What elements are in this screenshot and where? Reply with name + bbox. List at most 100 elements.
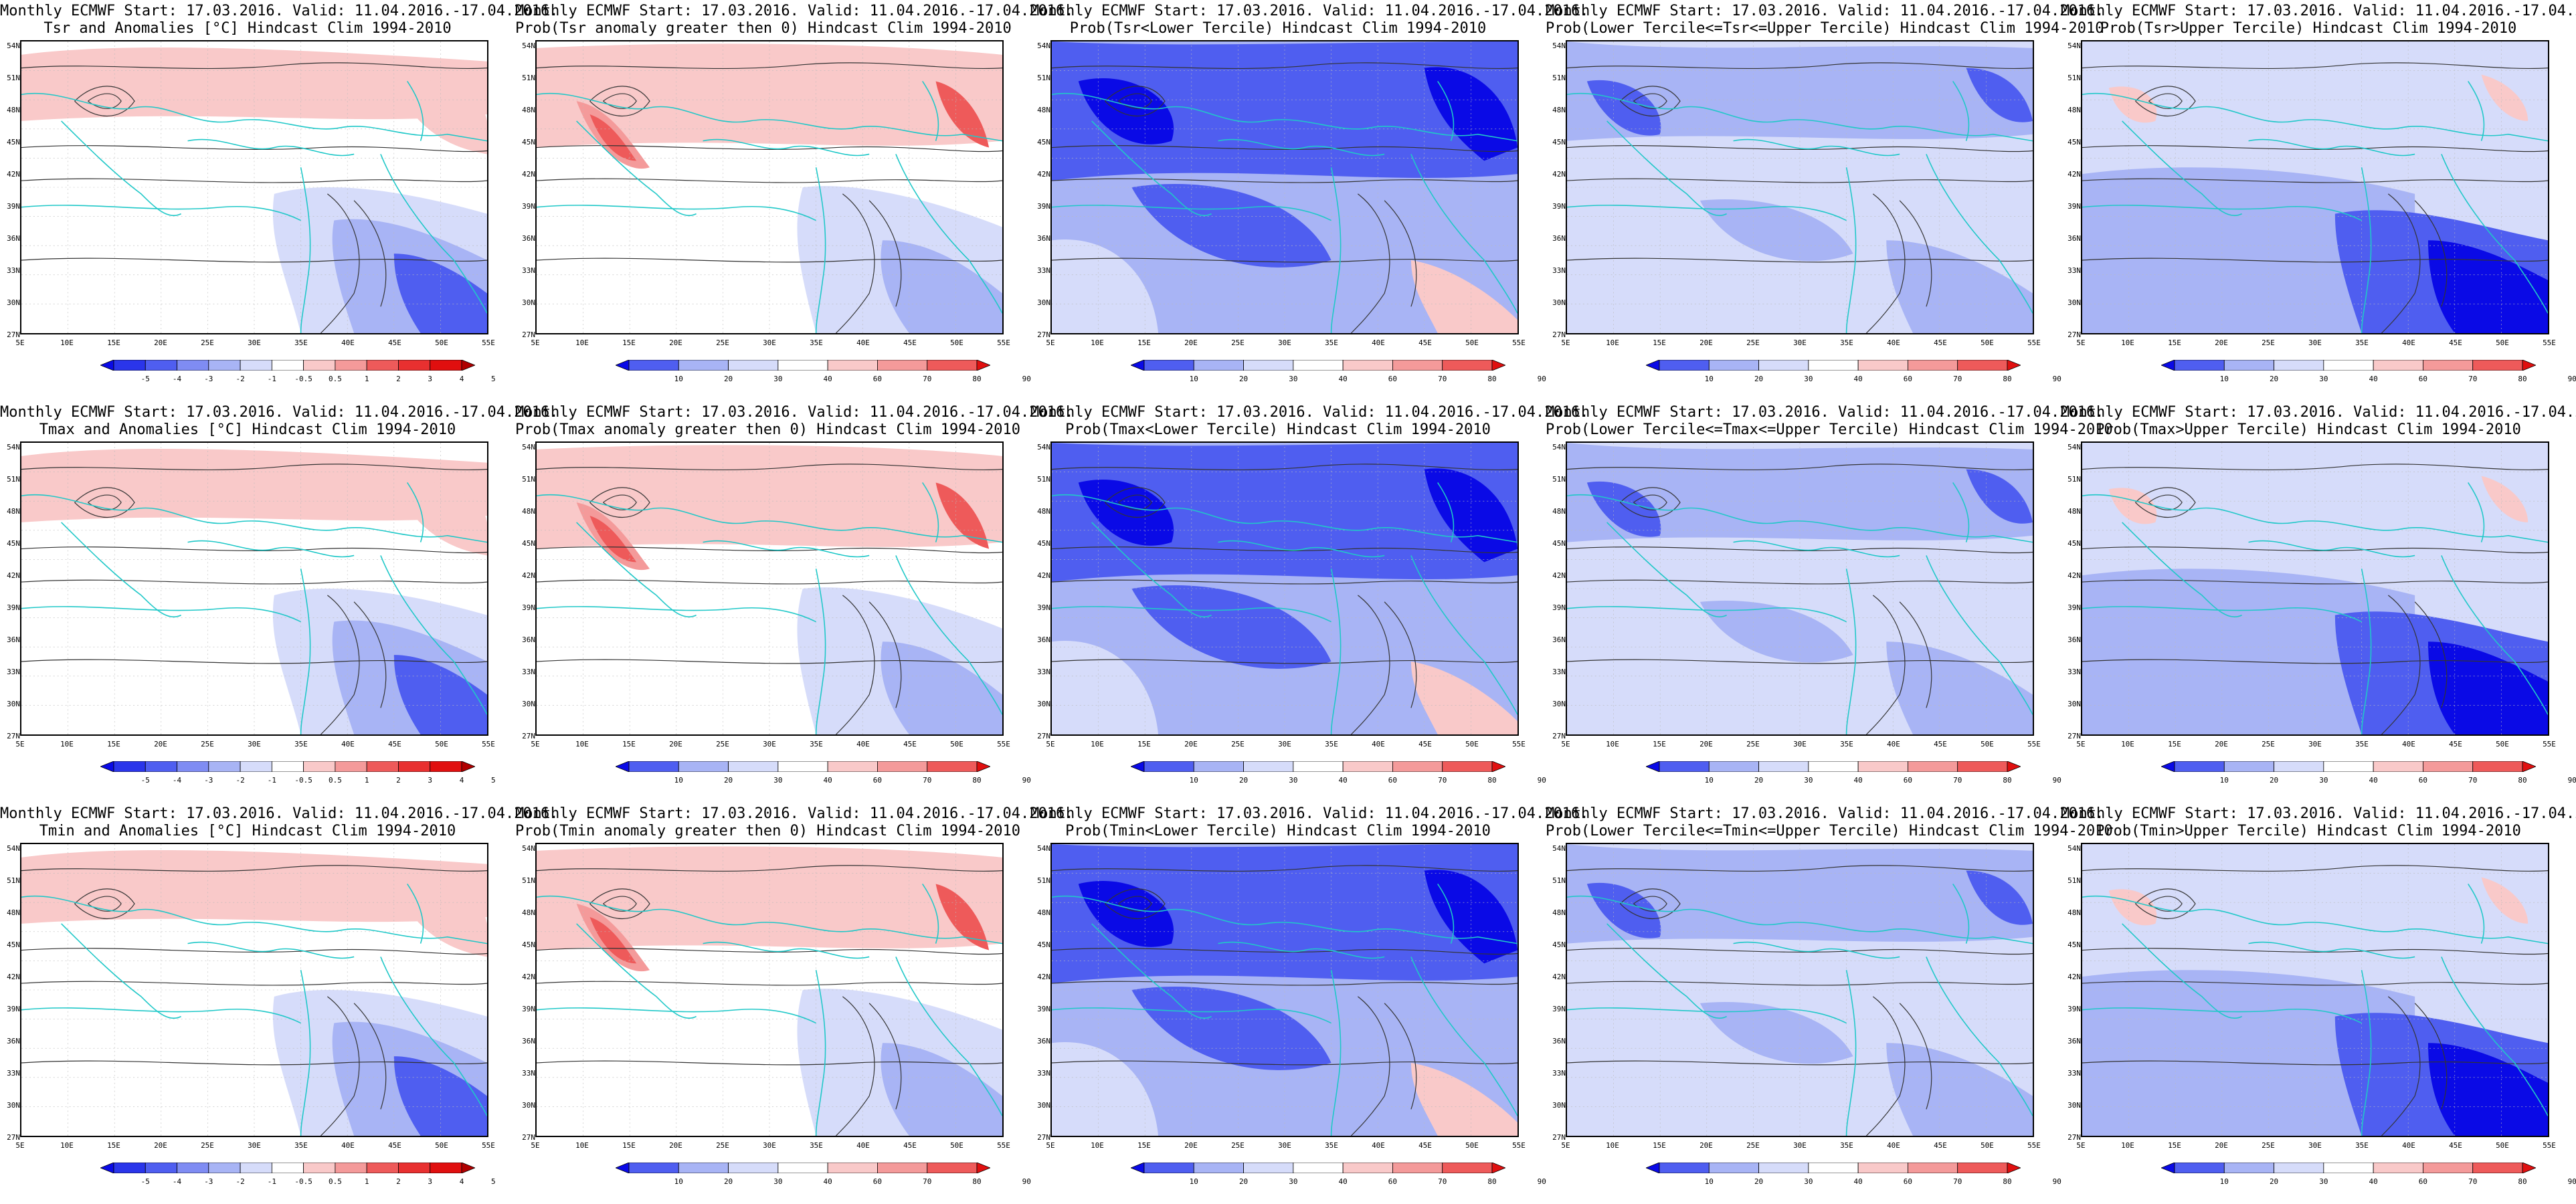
- contour-line: [603, 896, 637, 912]
- coastline: [1218, 941, 1385, 959]
- lat-tick-label: 36N: [7, 635, 20, 644]
- contour-line: [2148, 494, 2183, 510]
- lon-tick-label: 40E: [2402, 338, 2415, 347]
- shaded-region: [2108, 86, 2157, 123]
- color-bar-label: -0.5: [294, 1177, 312, 1186]
- lat-tick-label: 51N: [522, 475, 535, 484]
- lat-tick-label: 51N: [2067, 74, 2081, 82]
- lon-tick-label: 50E: [1981, 338, 1994, 347]
- coastline: [895, 555, 1002, 715]
- color-bar-label: 10: [674, 776, 683, 785]
- color-bar-label: 20: [2269, 776, 2279, 785]
- color-bar-label: 80: [1487, 375, 1497, 383]
- lat-tick-label: 54N: [1037, 443, 1050, 452]
- panel-title-line1: Monthly ECMWF Start: 17.03.2016. Valid: …: [0, 404, 559, 421]
- lat-tick-label: 42N: [1037, 571, 1050, 580]
- contour-line: [537, 62, 1002, 70]
- coastline: [21, 1007, 301, 1024]
- coastline: [2441, 957, 2548, 1116]
- lon-tick-label: 50E: [1465, 338, 1479, 347]
- panel-title-line1: Monthly ECMWF Start: 17.03.2016. Valid: …: [0, 805, 559, 822]
- coastline: [380, 957, 487, 1116]
- lat-tick-label: 51N: [2067, 876, 2081, 885]
- color-bar-label: 70: [923, 776, 932, 785]
- lat-tick-label: 33N: [2067, 668, 2081, 676]
- color-bar-label: 10: [1704, 1177, 1714, 1186]
- lon-tick-label: 25E: [2262, 1141, 2275, 1150]
- lat-tick-label: 36N: [1037, 635, 1050, 644]
- contour-line: [2381, 996, 2421, 1136]
- coastline: [2441, 154, 2548, 314]
- map-panel-tmax-pos: Monthly ECMWF Start: 17.03.2016. Valid: …: [515, 401, 1073, 803]
- color-bar-label: 40: [1853, 1177, 1863, 1186]
- contour-line: [1052, 258, 1517, 263]
- lat-tick-label: 39N: [2067, 603, 2081, 612]
- color-bar-label: 30: [773, 776, 783, 785]
- lon-tick-label: 55E: [997, 1141, 1010, 1150]
- contour-line: [320, 193, 360, 333]
- color-bar: [99, 761, 476, 773]
- contour-line: [868, 601, 902, 708]
- shaded-region: [1886, 240, 2033, 333]
- contour-line: [1866, 193, 1906, 333]
- coastline: [1567, 494, 2033, 543]
- coastline: [1052, 205, 1331, 221]
- lat-tick-label: 54N: [1552, 443, 1566, 452]
- panel-title-line2: Prob(Lower Tercile<=Tmin<=Upper Tercile)…: [1546, 823, 2113, 839]
- lat-tick-label: 45N: [1037, 940, 1050, 949]
- lat-tick-label: 48N: [1037, 106, 1050, 114]
- coastline: [187, 540, 355, 558]
- lat-tick-label: 42N: [1552, 973, 1566, 981]
- coastline: [1606, 522, 1727, 617]
- coastline: [2361, 569, 2372, 734]
- color-bar-labels: 10 20 30 40 60 70 80 90: [1131, 776, 1546, 787]
- contour-line: [1633, 93, 1667, 109]
- lon-tick-label: 5E: [2076, 1141, 2086, 1150]
- color-bar-label: 40: [823, 776, 832, 785]
- contour-line: [1567, 659, 2033, 664]
- map-area: [1566, 40, 2034, 334]
- color-bar-labels: 10 20 30 40 60 70 80 90: [1646, 776, 2061, 787]
- coastline: [380, 555, 487, 715]
- lat-tick-label: 42N: [522, 973, 535, 981]
- contour-line: [836, 595, 875, 734]
- lat-tick-label: 39N: [1552, 1005, 1566, 1013]
- coastline: [1952, 81, 1970, 141]
- coastline: [2248, 941, 2415, 959]
- lon-tick-label: 15E: [2168, 1141, 2181, 1150]
- shaded-region: [21, 47, 487, 121]
- lon-tick-label: 50E: [950, 740, 963, 748]
- coastline: [1845, 569, 1857, 734]
- color-bar-label: 60: [1903, 1177, 1913, 1186]
- lon-tick-label: 45E: [903, 740, 917, 748]
- coastline: [703, 138, 870, 157]
- color-bar: [1645, 1162, 2022, 1174]
- lat-tick-label: 33N: [1037, 266, 1050, 275]
- contour-line: [2082, 258, 2548, 263]
- color-bar-label: 20: [723, 776, 733, 785]
- contour-line: [1105, 888, 1166, 919]
- lon-tick-label: 50E: [1465, 1141, 1479, 1150]
- color-bar-label: 20: [1754, 375, 1764, 383]
- color-bar-label: -5: [141, 776, 150, 785]
- lat-tick-label: 45N: [2067, 940, 2081, 949]
- color-bar-label: 60: [1388, 776, 1398, 785]
- color-bar-labels: -5 -4 -3 -2 -1 -0.5 0.5 1 2 3 4 5: [100, 375, 496, 385]
- color-bar-label: 40: [1338, 375, 1348, 383]
- color-bar-label: -3: [204, 1177, 213, 1186]
- lat-tick-label: 54N: [522, 844, 535, 853]
- lon-tick-label: 50E: [1981, 1141, 1994, 1150]
- panel-title-line1: Monthly ECMWF Start: 17.03.2016. Valid: …: [1546, 3, 2104, 19]
- color-bar: [99, 1162, 476, 1174]
- contour-line: [1567, 948, 2033, 955]
- lon-tick-label: 15E: [622, 338, 636, 347]
- contour-line: [1633, 896, 1667, 912]
- color-bar-label: -4: [172, 776, 182, 785]
- coastline: [1926, 555, 2033, 715]
- lat-tick-label: 30N: [2067, 298, 2081, 307]
- color-bar-label: 90: [2567, 776, 2576, 785]
- map-area: [20, 40, 488, 334]
- panel-title-line2: Prob(Tsr>Upper Tercile) Hindcast Clim 19…: [2100, 20, 2517, 37]
- color-bar-labels: 10 20 30 40 60 70 80 90: [1131, 375, 1546, 385]
- lat-tick-label: 33N: [1552, 1069, 1566, 1078]
